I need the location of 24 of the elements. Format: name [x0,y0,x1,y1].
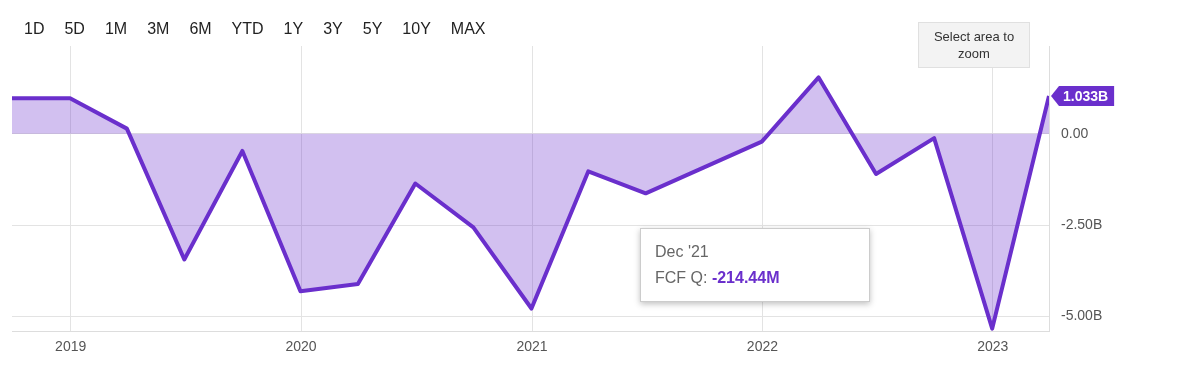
annotation: Dec '21 [655,242,710,262]
text: 1D [23,20,46,38]
annotation: 1.033B [1063,87,1109,104]
text: 1M [103,20,129,38]
text: 3M [146,20,171,38]
x-tick-label: 2020 [285,338,317,355]
text: 6M [188,20,213,38]
x-tick-label: 2023 [977,338,1009,355]
x-tick-label: 2022 [746,338,779,355]
text: 5Y [361,20,384,38]
x-tick-label: 2021 [516,338,548,355]
text: 1Y [282,20,305,38]
text: 3Y [322,20,344,38]
y-tick-label: -2.50B [1061,216,1103,233]
y-tick-label: -5.00B [1061,307,1103,324]
text: YTD [230,20,265,38]
text: 10Y [401,20,432,38]
annotation: FCF Q: -214.44M [655,268,781,288]
tooltip-box: Dec '21 FCF Q: -214.44M [640,228,870,302]
y-tick-label: 0.00 [1061,124,1089,141]
annotation: Select area to zoom [918,22,1030,68]
text: MAX [449,20,487,38]
text: 5D [63,20,86,38]
x-tick-label: 2019 [55,338,87,355]
